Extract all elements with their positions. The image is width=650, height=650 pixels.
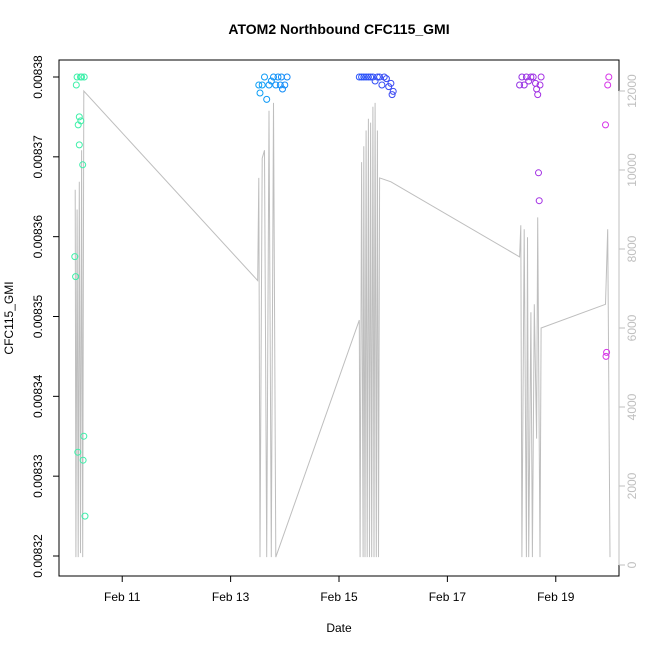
data-point — [522, 73, 530, 81]
data-point — [536, 81, 544, 89]
data-point — [256, 89, 264, 97]
data-point — [80, 73, 88, 81]
data-point — [355, 73, 363, 81]
data-point — [78, 73, 86, 81]
data-point — [373, 73, 381, 81]
data-point — [263, 95, 271, 103]
data-point — [279, 85, 286, 93]
y-axis-right: 0 2000 4000 6000 8000 10000 12000 — [618, 74, 639, 568]
data-point — [389, 87, 397, 95]
y-tick-label: 0.00835 — [31, 294, 45, 338]
y-tick-label: 0.00834 — [31, 374, 45, 418]
x-tick-label: Feb 13 — [212, 590, 250, 604]
data-point — [79, 456, 87, 464]
data-point — [535, 169, 542, 177]
data-point — [267, 77, 275, 85]
data-point — [376, 73, 384, 81]
y2-tick-label: 12000 — [625, 74, 639, 108]
data-point — [283, 73, 291, 81]
data-point — [388, 91, 396, 99]
data-point — [72, 81, 80, 89]
data-point — [80, 432, 88, 440]
x-axis-label: Date — [326, 621, 352, 635]
data-point — [378, 81, 386, 89]
data-point — [360, 73, 368, 81]
y-tick-label: 0.00833 — [31, 454, 45, 498]
data-point — [604, 81, 612, 89]
data-point — [534, 91, 542, 99]
y2-tick-label: 2000 — [625, 472, 639, 499]
data-point — [516, 81, 524, 89]
chart-title: ATOM2 Northbound CFC115_GMI — [228, 21, 449, 37]
data-point — [371, 77, 379, 85]
altitude-line — [74, 89, 611, 558]
data-point — [602, 352, 610, 360]
data-point — [520, 81, 528, 89]
data-point — [537, 73, 545, 81]
x-axis: Feb 11 Feb 13 Feb 15 Feb 17 Feb 19 — [104, 576, 575, 604]
data-point — [272, 81, 280, 89]
data-point — [276, 81, 284, 89]
y2-tick-label: 8000 — [625, 235, 639, 262]
data-point — [75, 141, 83, 149]
y-tick-label: 0.00837 — [31, 135, 45, 179]
data-point — [529, 73, 537, 81]
y2-tick-label: 0 — [625, 561, 639, 568]
data-point — [387, 79, 395, 87]
data-point — [274, 73, 282, 81]
data-point — [382, 75, 390, 83]
data-point — [255, 81, 263, 89]
data-point — [258, 81, 266, 89]
data-point — [358, 73, 366, 81]
x-tick-label: Feb 17 — [429, 590, 467, 604]
data-point — [77, 117, 85, 125]
data-point — [81, 512, 89, 520]
y-tick-label: 0.00832 — [31, 534, 45, 578]
x-tick-label: Feb 19 — [537, 590, 575, 604]
data-point — [602, 121, 609, 129]
data-point — [380, 73, 388, 81]
data-point — [72, 273, 80, 281]
data-point — [527, 73, 535, 81]
data-point — [364, 73, 372, 81]
data-point — [535, 197, 543, 205]
data-point — [74, 448, 82, 456]
x-tick-label: Feb 11 — [104, 590, 141, 604]
data-point — [518, 73, 526, 81]
data-point — [75, 113, 83, 121]
y-axis-label: CFC115_GMI — [2, 281, 16, 354]
data-point — [603, 348, 611, 356]
data-point — [270, 73, 277, 81]
data-point — [71, 253, 79, 261]
y2-tick-label: 6000 — [625, 314, 639, 341]
data-point — [73, 73, 81, 81]
x-tick-label: Feb 15 — [320, 590, 358, 604]
cfc115-points-series — [71, 73, 613, 520]
y2-tick-label: 4000 — [625, 393, 639, 420]
data-point — [281, 81, 289, 89]
data-point — [525, 77, 533, 85]
data-point — [605, 73, 613, 81]
data-point — [367, 73, 375, 81]
y-tick-label: 0.00838 — [31, 55, 45, 99]
altitude-line-series — [74, 89, 611, 558]
data-point — [369, 73, 377, 81]
y-tick-label: 0.00836 — [31, 215, 45, 259]
data-point — [265, 81, 273, 89]
data-point — [79, 161, 87, 169]
data-point — [533, 85, 541, 93]
data-point — [362, 73, 370, 81]
y2-tick-label: 10000 — [625, 153, 639, 187]
data-point — [261, 73, 268, 81]
y-axis-left: 0.00832 0.00833 0.00834 0.00835 0.00836 0.008… — [31, 55, 59, 578]
